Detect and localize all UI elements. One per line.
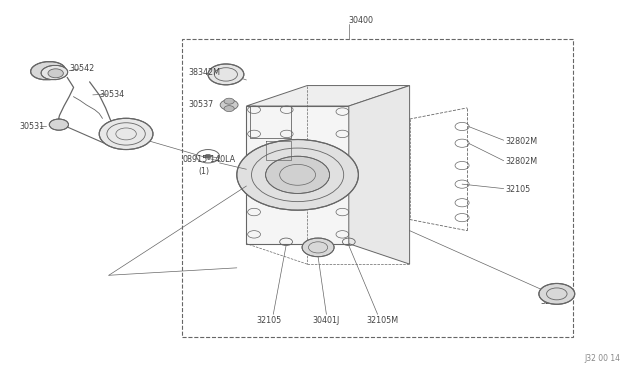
Circle shape <box>539 283 575 304</box>
Circle shape <box>220 100 238 110</box>
Circle shape <box>302 238 334 257</box>
Text: 30542: 30542 <box>69 64 94 73</box>
Circle shape <box>237 140 358 210</box>
Text: J32 00 14: J32 00 14 <box>585 354 621 363</box>
Text: 30534: 30534 <box>99 90 124 99</box>
Ellipse shape <box>31 62 65 80</box>
Polygon shape <box>246 106 349 244</box>
Polygon shape <box>246 86 410 106</box>
Bar <box>182 39 573 337</box>
Text: 30531: 30531 <box>19 122 44 131</box>
Circle shape <box>49 119 68 130</box>
Circle shape <box>224 106 234 112</box>
Text: 32105: 32105 <box>256 316 281 325</box>
Circle shape <box>208 64 244 85</box>
Text: 30537: 30537 <box>189 100 214 109</box>
Text: 08915-140LA: 08915-140LA <box>182 155 236 164</box>
Text: 32802M: 32802M <box>506 157 538 166</box>
Text: 38342M: 38342M <box>189 68 221 77</box>
Text: 32802M: 32802M <box>506 137 538 146</box>
Circle shape <box>224 98 234 104</box>
Circle shape <box>99 118 153 150</box>
Circle shape <box>48 69 63 78</box>
Text: 30400: 30400 <box>349 16 374 25</box>
Text: (1): (1) <box>198 167 209 176</box>
Polygon shape <box>349 86 410 264</box>
Circle shape <box>266 156 330 193</box>
Text: 32105M: 32105M <box>366 316 398 325</box>
Text: 32105: 32105 <box>506 185 531 194</box>
Text: 30502: 30502 <box>109 122 134 131</box>
Text: 30401J: 30401J <box>312 316 340 325</box>
Circle shape <box>205 154 211 158</box>
Ellipse shape <box>41 65 68 80</box>
Text: 32109: 32109 <box>541 297 566 306</box>
